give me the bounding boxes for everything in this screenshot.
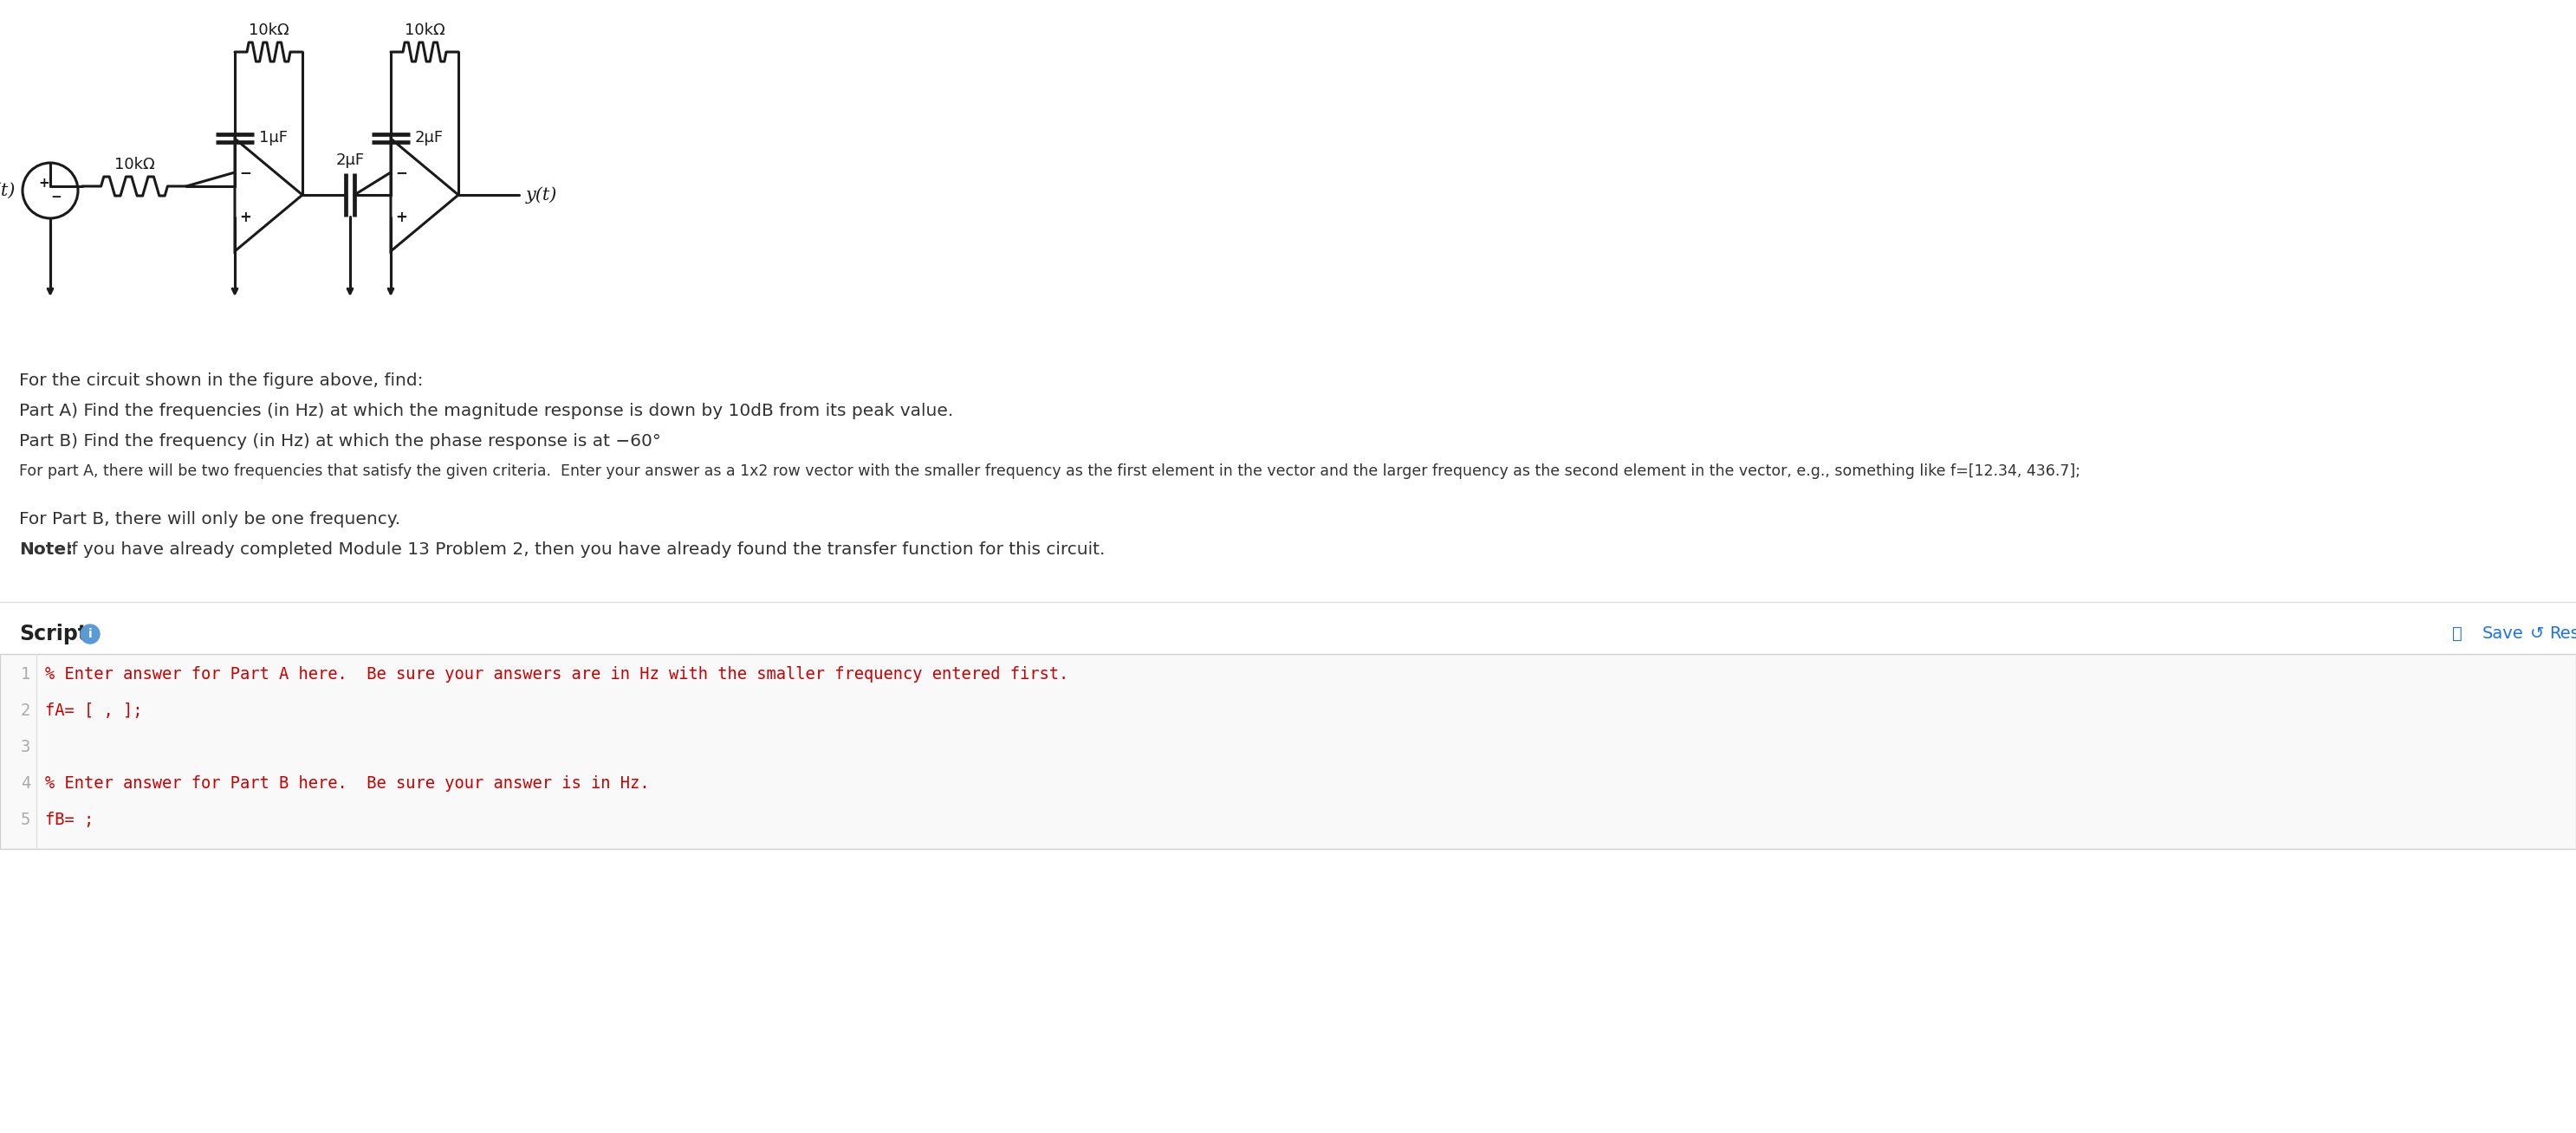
Text: +: + [394, 210, 407, 225]
Text: i: i [88, 628, 93, 640]
Text: 2μF: 2μF [335, 153, 363, 168]
Text: % Enter answer for Part A here.  Be sure your answers are in Hz with the smaller: % Enter answer for Part A here. Be sure … [44, 666, 1069, 682]
Text: Script: Script [18, 623, 88, 645]
Text: 4: 4 [21, 775, 31, 792]
Text: For part A, there will be two frequencies that satisfy the given criteria.  Ente: For part A, there will be two frequencie… [18, 463, 2081, 479]
Text: For Part B, there will only be one frequency.: For Part B, there will only be one frequ… [18, 511, 399, 528]
Text: 1: 1 [21, 666, 31, 682]
Text: 2μF: 2μF [415, 130, 443, 146]
Text: 💾: 💾 [2452, 625, 2463, 642]
Text: −: − [394, 164, 407, 180]
Text: Part A) Find the frequencies (in Hz) at which the magnitude response is down by : Part A) Find the frequencies (in Hz) at … [18, 403, 953, 419]
Text: ↺: ↺ [2530, 625, 2545, 642]
Text: Note:: Note: [18, 542, 72, 557]
Text: fA= [ , ];: fA= [ , ]; [44, 702, 142, 719]
Text: −: − [52, 191, 62, 204]
Text: 10kΩ: 10kΩ [113, 156, 155, 172]
FancyBboxPatch shape [0, 654, 2576, 849]
Text: Save: Save [2483, 625, 2524, 642]
Text: 10kΩ: 10kΩ [247, 23, 289, 39]
Text: For the circuit shown in the figure above, find:: For the circuit shown in the figure abov… [18, 373, 422, 389]
Text: −: − [240, 164, 250, 180]
Text: Part B) Find the frequency (in Hz) at which the phase response is at −60°: Part B) Find the frequency (in Hz) at wh… [18, 433, 662, 450]
Text: If you have already completed Module 13 Problem 2, then you have already found t: If you have already completed Module 13 … [62, 542, 1105, 557]
Circle shape [80, 624, 100, 644]
Text: 3: 3 [21, 739, 31, 756]
Text: Reset: Reset [2550, 625, 2576, 642]
Text: fB= ;: fB= ; [44, 811, 93, 828]
Text: 10kΩ: 10kΩ [404, 23, 446, 39]
Text: x(t): x(t) [0, 182, 15, 198]
Text: 1μF: 1μF [260, 130, 289, 146]
Text: 5: 5 [21, 811, 31, 828]
Text: +: + [240, 210, 250, 225]
Text: y(t): y(t) [526, 186, 556, 204]
Text: +: + [39, 177, 49, 190]
Text: 2: 2 [21, 702, 31, 719]
Text: % Enter answer for Part B here.  Be sure your answer is in Hz.: % Enter answer for Part B here. Be sure … [44, 775, 649, 792]
